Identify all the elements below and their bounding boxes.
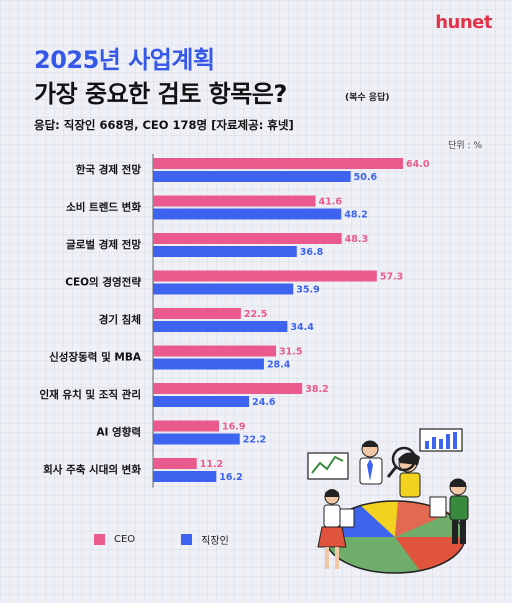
category-label: 회사 주축 시대의 변화 [43, 463, 141, 476]
value-label-ceo: 16.9 [222, 422, 245, 433]
value-label-employee: 16.2 [219, 472, 242, 483]
bar-ceo [153, 158, 403, 169]
bar-ceo [153, 270, 377, 282]
category-label: AI 영향력 [96, 426, 141, 439]
illustration-person-magnifier [386, 446, 421, 498]
value-label-employee: 48.2 [344, 210, 367, 221]
legend-label-ceo: CEO [114, 534, 136, 545]
bar-employee [153, 246, 297, 257]
value-label-ceo: 11.2 [200, 459, 223, 470]
bar-ceo [153, 420, 220, 432]
bar-employee [153, 358, 264, 370]
bar-employee [153, 321, 288, 332]
category-label: 소비 트렌드 변화 [66, 201, 141, 214]
value-label-ceo: 64.0 [406, 159, 430, 170]
bar-employee [153, 171, 351, 182]
value-label-employee: 28.4 [267, 360, 291, 371]
illustration-line-board [307, 452, 349, 480]
value-label-ceo: 57.3 [380, 272, 403, 283]
subtitle-respondents: 응답: 직장인 668명, CEO 178명 [자료제공: 휴넷] [34, 118, 294, 132]
bar-employee [153, 396, 250, 407]
category-label: 글로벌 경제 전망 [66, 238, 141, 251]
legend-swatch-ceo [94, 534, 105, 545]
category-label: 한국 경제 전망 [76, 163, 142, 176]
value-label-ceo: 48.3 [345, 234, 368, 245]
title-question: 가장 중요한 검토 항목은? [34, 80, 287, 108]
illustration-bar-board [419, 428, 463, 452]
unit-label: 단위 : % [448, 141, 482, 151]
value-label-employee: 34.4 [290, 322, 314, 333]
legend-item-employee: 직장인 [181, 532, 229, 547]
hunet-logo: hunet [435, 12, 492, 33]
value-label-employee: 36.8 [300, 247, 324, 258]
legend-swatch-employee [181, 534, 193, 545]
value-label-employee: 35.9 [296, 285, 319, 296]
legend: CEO 직장인 [94, 532, 229, 547]
category-label: 경기 침체 [99, 313, 141, 326]
illustration-person-left [317, 489, 355, 569]
legend-label-employee: 직장인 [201, 536, 229, 547]
value-label-employee: 50.6 [354, 172, 378, 183]
title-year-plan: 2025년 사업계획 [34, 46, 215, 74]
value-label-employee: 24.6 [252, 397, 276, 408]
value-label-ceo: 41.6 [319, 197, 343, 208]
category-label: 신성장동력 및 MBA [49, 351, 142, 364]
bar-ceo [153, 195, 316, 207]
illustration-business-people [307, 428, 469, 574]
bar-ceo [153, 345, 277, 357]
illustration-person-center [359, 440, 383, 485]
bar-employee [153, 283, 294, 295]
bar-employee [153, 433, 240, 445]
value-label-ceo: 22.5 [244, 309, 267, 320]
title-note: (복수 응답) [345, 93, 390, 103]
legend-item-ceo: CEO [94, 534, 135, 545]
value-label-ceo: 38.2 [305, 384, 328, 395]
bar-ceo [153, 233, 342, 244]
bar-employee [153, 208, 342, 220]
bar-ceo [153, 383, 303, 394]
bar-ceo [153, 458, 197, 469]
category-label: CEO의 경영전략 [65, 276, 141, 289]
bar-employee [153, 471, 217, 482]
value-label-employee: 22.2 [243, 435, 266, 446]
category-label: 인재 유치 및 조직 관리 [39, 388, 141, 401]
value-label-ceo: 31.5 [279, 347, 302, 358]
bar-ceo [153, 308, 241, 319]
illustration-person-right [429, 478, 469, 544]
